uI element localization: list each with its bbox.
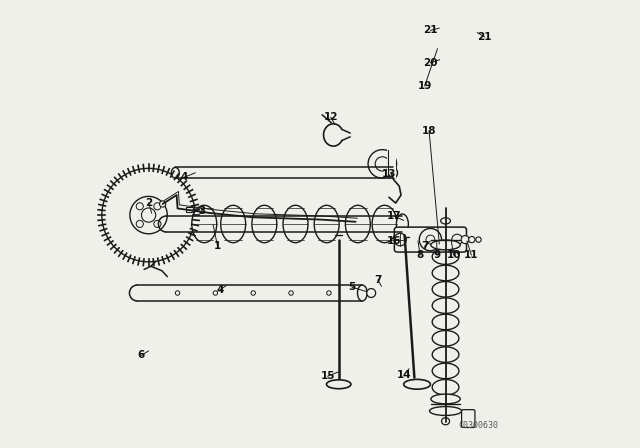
Text: 10: 10	[446, 250, 461, 260]
Ellipse shape	[429, 406, 461, 415]
Text: 5: 5	[348, 282, 356, 292]
Text: 21: 21	[423, 26, 438, 35]
Text: 19: 19	[417, 81, 432, 91]
Text: 15: 15	[320, 371, 335, 381]
Text: 12: 12	[323, 112, 338, 122]
FancyBboxPatch shape	[461, 409, 475, 427]
Circle shape	[289, 291, 293, 295]
FancyBboxPatch shape	[186, 207, 193, 212]
Ellipse shape	[390, 168, 397, 178]
Ellipse shape	[358, 285, 367, 301]
Text: 11: 11	[464, 250, 479, 260]
Circle shape	[419, 228, 442, 251]
FancyBboxPatch shape	[394, 227, 467, 252]
Text: C0300630: C0300630	[458, 421, 498, 430]
Text: 7: 7	[374, 275, 381, 284]
Text: 4: 4	[216, 285, 223, 295]
Text: 17: 17	[387, 211, 401, 221]
Text: 13: 13	[381, 169, 396, 179]
Ellipse shape	[221, 205, 246, 243]
Text: 20: 20	[423, 58, 438, 68]
Text: 7: 7	[421, 241, 428, 251]
Circle shape	[452, 234, 463, 245]
Text: 14: 14	[396, 370, 411, 380]
Text: 1: 1	[214, 241, 221, 251]
Circle shape	[375, 157, 390, 171]
Ellipse shape	[404, 379, 431, 389]
Text: 4: 4	[180, 172, 188, 182]
Text: 3: 3	[198, 206, 205, 215]
Ellipse shape	[441, 218, 451, 224]
Circle shape	[476, 237, 481, 242]
Circle shape	[251, 291, 255, 295]
Circle shape	[213, 291, 218, 295]
Circle shape	[426, 235, 435, 244]
Circle shape	[175, 291, 180, 295]
Ellipse shape	[172, 168, 179, 178]
Ellipse shape	[431, 240, 460, 250]
Ellipse shape	[252, 205, 277, 243]
Ellipse shape	[442, 418, 449, 425]
Ellipse shape	[431, 394, 460, 404]
Circle shape	[326, 291, 331, 295]
Ellipse shape	[396, 214, 408, 234]
Text: 21: 21	[477, 32, 492, 42]
Ellipse shape	[192, 205, 217, 243]
Text: 16: 16	[387, 236, 402, 246]
Text: 2: 2	[145, 198, 152, 207]
Text: 9: 9	[433, 250, 441, 260]
FancyBboxPatch shape	[387, 150, 396, 178]
Ellipse shape	[346, 205, 371, 243]
Ellipse shape	[326, 380, 351, 389]
Circle shape	[468, 237, 475, 243]
Text: 8: 8	[417, 250, 424, 260]
Ellipse shape	[314, 205, 339, 243]
Ellipse shape	[372, 205, 397, 243]
Text: 18: 18	[422, 125, 436, 135]
Circle shape	[461, 236, 469, 244]
Circle shape	[159, 201, 166, 207]
Circle shape	[367, 289, 376, 297]
Circle shape	[394, 233, 406, 246]
Circle shape	[368, 150, 397, 178]
Text: 6: 6	[138, 350, 145, 360]
Ellipse shape	[283, 205, 308, 243]
